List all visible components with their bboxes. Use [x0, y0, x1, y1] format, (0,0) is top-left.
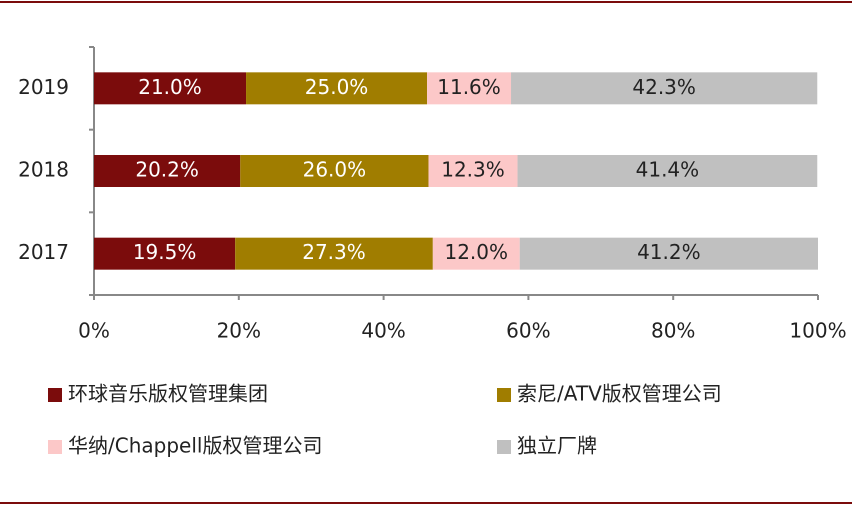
y-tick-label: 2018 [18, 158, 69, 182]
bar-segment [235, 237, 433, 270]
data-label: 20.2% [135, 158, 199, 182]
bar-segment [240, 155, 429, 187]
data-label: 19.5% [133, 240, 197, 264]
bar-segment [432, 237, 520, 270]
legend-label: 华纳/Chappell版权管理公司 [68, 434, 322, 458]
x-tick-label: 20% [217, 319, 261, 343]
bar-segment [427, 72, 512, 105]
data-label: 41.4% [636, 158, 700, 182]
bar-segment [517, 155, 818, 187]
legend-swatch [48, 440, 62, 454]
legend-swatch [48, 388, 62, 402]
data-label: 25.0% [305, 75, 369, 99]
data-label: 11.6% [437, 75, 501, 99]
x-tick-label: 0% [78, 319, 110, 343]
legend-label: 索尼/ATV版权管理公司 [517, 382, 722, 406]
x-tick-label: 80% [651, 319, 695, 343]
bar-segment [428, 155, 518, 187]
data-label: 12.0% [444, 240, 508, 264]
y-tick-label: 2017 [18, 240, 69, 264]
x-tick-label: 40% [361, 319, 405, 343]
legend-swatch [497, 388, 511, 402]
legend-label: 环球音乐版权管理集团 [68, 382, 268, 406]
bar-segment [94, 72, 247, 105]
legend-label: 独立厂牌 [517, 434, 597, 458]
data-label: 26.0% [303, 158, 367, 182]
data-label: 27.3% [302, 240, 366, 264]
bar-segment [519, 237, 818, 270]
data-label: 42.3% [632, 75, 696, 99]
bar-segment [94, 155, 241, 187]
y-tick-label: 2019 [18, 75, 69, 99]
bar-segment [246, 72, 428, 105]
data-label: 41.2% [637, 240, 701, 264]
data-label: 12.3% [441, 158, 505, 182]
bar-segment [94, 237, 236, 270]
x-tick-label: 100% [789, 319, 846, 343]
legend-swatch [497, 440, 511, 454]
bar-segment [511, 72, 818, 105]
x-tick-label: 60% [506, 319, 550, 343]
data-label: 21.0% [138, 75, 202, 99]
